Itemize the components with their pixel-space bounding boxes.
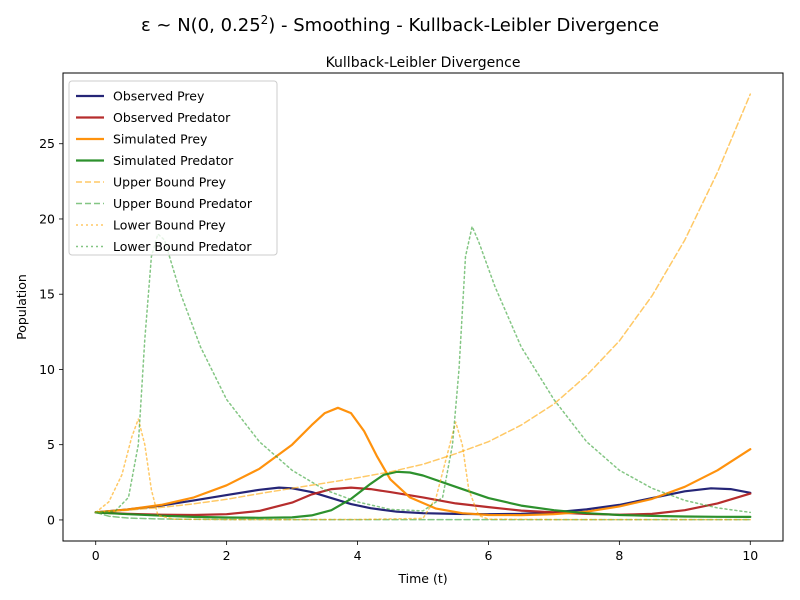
y-tick-label: 20	[39, 211, 55, 226]
y-axis-ticks: 0 5 10 15 20 25	[39, 136, 63, 527]
series-line-7	[94, 418, 752, 521]
series-line-3	[94, 406, 752, 517]
legend-label-4: Simulated Predator	[113, 153, 234, 168]
x-tick-label: 6	[484, 548, 492, 563]
suptitle-prefix: ε ~ N(0, 0.25	[141, 15, 261, 36]
legend-frame	[68, 80, 278, 256]
series-line-8	[94, 225, 752, 514]
x-tick-label: 0	[92, 548, 100, 563]
x-tick-label: 10	[742, 548, 758, 563]
y-axis-label: Population	[14, 274, 29, 340]
y-tick-label: 0	[47, 512, 55, 527]
figure-suptitle: ε ~ N(0, 0.252) - Smoothing - Kullback-L…	[141, 13, 659, 36]
legend: Observed Prey Observed Predator Simulated …	[68, 80, 278, 256]
x-tick-label: 8	[615, 548, 623, 563]
y-tick-label: 5	[47, 437, 55, 452]
plot-frame	[62, 72, 784, 542]
series-layer	[94, 93, 752, 521]
y-tick-label: 25	[39, 136, 55, 151]
x-tick-label: 2	[223, 548, 231, 563]
legend-label-2: Observed Predator	[113, 110, 231, 125]
series-line-4	[94, 470, 752, 519]
suptitle-exponent: 2	[261, 13, 269, 27]
suptitle-suffix: ) - Smoothing - Kullback-Leibler Diverge…	[268, 15, 659, 36]
legend-label-6: Upper Bound Predator	[113, 196, 253, 211]
legend-label-1: Observed Prey	[113, 89, 205, 104]
legend-label-8: Lower Bound Predator	[113, 239, 252, 254]
y-tick-label: 15	[39, 287, 55, 302]
legend-label-5: Upper Bound Prey	[113, 175, 227, 190]
axes-title: Kullback-Leibler Divergence	[326, 55, 521, 71]
legend-label-7: Lower Bound Prey	[113, 218, 226, 233]
series-line-5	[94, 93, 752, 514]
x-axis-label: Time (t)	[397, 571, 447, 586]
x-axis-ticks: 0 2 4 6 8 10	[92, 541, 758, 563]
x-tick-label: 4	[354, 548, 362, 563]
legend-label-3: Simulated Prey	[113, 132, 208, 147]
y-tick-label: 10	[39, 362, 55, 377]
